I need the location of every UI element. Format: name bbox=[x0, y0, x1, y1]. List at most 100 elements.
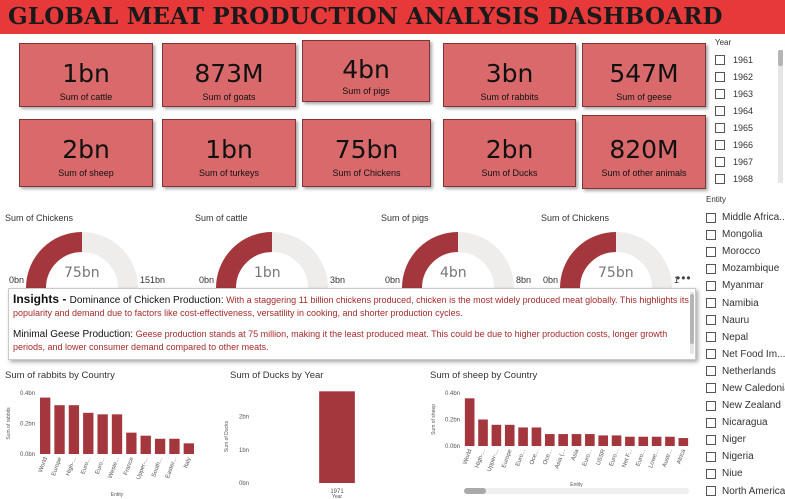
kpi-card-other-animals[interactable]: 820M Sum of other animals bbox=[582, 115, 706, 189]
gauge-0[interactable]: Sum of Chickens 75bn 0bn 151bn bbox=[5, 213, 190, 303]
year-option[interactable]: 1966 bbox=[713, 136, 785, 153]
bar[interactable] bbox=[585, 434, 595, 446]
bar[interactable] bbox=[558, 434, 568, 446]
bar[interactable] bbox=[665, 436, 675, 446]
checkbox-icon[interactable] bbox=[706, 366, 716, 377]
entity-option[interactable]: New Caledonia bbox=[702, 380, 785, 397]
entity-option[interactable]: Myanmar bbox=[702, 277, 785, 294]
entity-option[interactable]: North America bbox=[702, 483, 785, 499]
entity-option[interactable]: Mozambique bbox=[702, 260, 785, 277]
checkbox-icon[interactable] bbox=[706, 263, 716, 274]
year-option[interactable]: 1968 bbox=[713, 170, 785, 187]
year-option[interactable]: 1963 bbox=[713, 85, 785, 102]
sheep-chart-scrollbar-thumb[interactable] bbox=[464, 488, 486, 494]
bar[interactable] bbox=[504, 424, 515, 446]
bar[interactable] bbox=[518, 427, 528, 446]
entity-option[interactable]: New Zealand bbox=[702, 397, 785, 414]
year-option[interactable]: 1967 bbox=[713, 153, 785, 170]
checkbox-icon[interactable] bbox=[715, 122, 725, 133]
checkbox-icon[interactable] bbox=[715, 173, 725, 184]
checkbox-icon[interactable] bbox=[706, 400, 716, 411]
entity-option[interactable]: Nauru bbox=[702, 312, 785, 329]
kpi-card-sheep[interactable]: 2bn Sum of sheep bbox=[19, 119, 153, 187]
bar[interactable] bbox=[491, 424, 502, 446]
entity-option[interactable]: Nepal bbox=[702, 329, 785, 346]
entity-option[interactable]: Netherlands bbox=[702, 363, 785, 380]
kpi-card-rabbits[interactable]: 3bn Sum of rabbits bbox=[443, 43, 576, 107]
checkbox-icon[interactable] bbox=[715, 54, 725, 65]
checkbox-icon[interactable] bbox=[715, 105, 725, 116]
bar[interactable] bbox=[678, 438, 689, 446]
checkbox-icon[interactable] bbox=[706, 383, 716, 394]
sheep-chart-scrollbar[interactable] bbox=[464, 488, 689, 494]
bar[interactable] bbox=[478, 419, 488, 447]
checkbox-icon[interactable] bbox=[706, 315, 716, 326]
checkbox-icon[interactable] bbox=[706, 417, 716, 428]
year-option[interactable]: 1964 bbox=[713, 102, 785, 119]
kpi-card-geese[interactable]: 547M Sum of geese bbox=[582, 43, 706, 107]
bar[interactable] bbox=[140, 435, 151, 454]
bar[interactable] bbox=[571, 434, 582, 446]
checkbox-icon[interactable] bbox=[706, 212, 716, 223]
bar[interactable] bbox=[638, 436, 649, 446]
bar[interactable] bbox=[319, 391, 355, 483]
entity-option[interactable]: Middle Africa... bbox=[702, 209, 785, 226]
year-option[interactable]: 1965 bbox=[713, 119, 785, 136]
checkbox-icon[interactable] bbox=[706, 349, 716, 360]
bar[interactable] bbox=[625, 436, 635, 446]
insights-scrollbar-thumb[interactable] bbox=[690, 294, 694, 344]
checkbox-icon[interactable] bbox=[715, 88, 725, 99]
insights-scrollbar[interactable] bbox=[690, 292, 694, 354]
checkbox-icon[interactable] bbox=[706, 229, 716, 240]
bar[interactable] bbox=[531, 427, 542, 446]
bar[interactable] bbox=[154, 438, 166, 454]
more-options-icon[interactable]: ••• bbox=[676, 271, 692, 285]
checkbox-icon[interactable] bbox=[706, 246, 716, 257]
year-scrollbar-thumb[interactable] bbox=[778, 50, 783, 66]
bar[interactable] bbox=[54, 405, 65, 454]
entity-option[interactable]: Nicaragua bbox=[702, 414, 785, 431]
gauge-2[interactable]: Sum of pigs 4bn 0bn 8bn bbox=[381, 213, 566, 303]
entity-option[interactable]: Mongolia bbox=[702, 226, 785, 243]
kpi-card-cattle[interactable]: 1bn Sum of cattle bbox=[19, 43, 153, 107]
year-option[interactable]: 1961 bbox=[713, 51, 785, 68]
bar[interactable] bbox=[126, 432, 137, 454]
bar[interactable] bbox=[183, 443, 194, 454]
year-option[interactable]: 1962 bbox=[713, 68, 785, 85]
bar[interactable] bbox=[83, 412, 94, 454]
checkbox-icon[interactable] bbox=[715, 71, 725, 82]
bar[interactable] bbox=[464, 398, 475, 446]
checkbox-icon[interactable] bbox=[706, 280, 716, 291]
kpi-card-goats[interactable]: 873M Sum of goats bbox=[162, 43, 296, 107]
checkbox-icon[interactable] bbox=[706, 468, 716, 479]
entity-option[interactable]: Niue bbox=[702, 465, 785, 482]
year-scrollbar[interactable] bbox=[778, 50, 783, 183]
bar[interactable] bbox=[68, 405, 80, 454]
checkbox-icon[interactable] bbox=[706, 451, 716, 462]
gauge-1[interactable]: Sum of cattle 1bn 0bn 3bn bbox=[195, 213, 380, 303]
entity-option[interactable]: Niger bbox=[702, 431, 785, 448]
kpi-card-turkeys[interactable]: 1bn Sum of turkeys bbox=[162, 119, 296, 187]
bar[interactable] bbox=[97, 414, 108, 454]
entity-option[interactable]: Net Food Im... bbox=[702, 346, 785, 363]
bar[interactable] bbox=[598, 435, 609, 446]
checkbox-icon[interactable] bbox=[706, 486, 716, 497]
kpi-card-pigs[interactable]: 4bn Sum of pigs bbox=[302, 40, 430, 102]
bar[interactable] bbox=[544, 434, 555, 446]
checkbox-icon[interactable] bbox=[715, 156, 725, 167]
bar[interactable] bbox=[40, 397, 51, 454]
bar[interactable] bbox=[169, 438, 180, 454]
entity-option[interactable]: Namibia bbox=[702, 294, 785, 311]
bar[interactable] bbox=[611, 435, 622, 446]
kpi-card-chickens[interactable]: 75bn Sum of Chickens bbox=[302, 119, 431, 187]
checkbox-icon[interactable] bbox=[715, 139, 725, 150]
entity-option[interactable]: Nigeria bbox=[702, 448, 785, 465]
entity-option[interactable]: Morocco bbox=[702, 243, 785, 260]
checkbox-icon[interactable] bbox=[706, 434, 716, 445]
kpi-card-ducks[interactable]: 2bn Sum of Ducks bbox=[443, 119, 576, 187]
bar[interactable] bbox=[651, 436, 662, 446]
checkbox-icon[interactable] bbox=[706, 298, 716, 309]
gauge-3[interactable]: Sum of Chickens 75bn 0bn 1 bbox=[541, 213, 726, 303]
bar[interactable] bbox=[111, 414, 123, 454]
checkbox-icon[interactable] bbox=[706, 332, 716, 343]
